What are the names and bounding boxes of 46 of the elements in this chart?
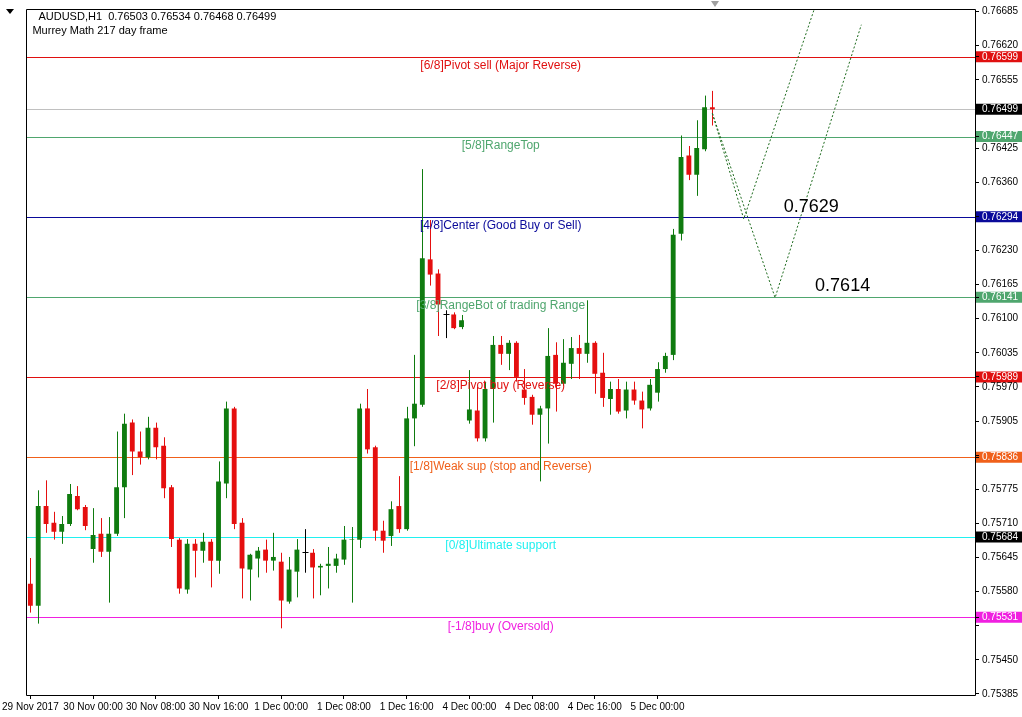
y-tick-label: 0.75775 — [982, 483, 1019, 494]
y-tick-label: 0.76230 — [982, 244, 1019, 256]
y-tick-label: 0.76599 — [982, 50, 1019, 62]
y-tick-label: 0.75385 — [982, 687, 1019, 699]
x-tick-label: 1 Dec 00:00 — [254, 700, 309, 712]
y-tick-label: 0.76360 — [982, 175, 1019, 187]
x-tick-label: 4 Dec 00:00 — [442, 700, 497, 712]
x-tick-label: 30 Nov 16:00 — [188, 700, 249, 712]
x-tick-label: 4 Dec 08:00 — [505, 700, 560, 712]
y-tick-label: 0.76425 — [982, 141, 1019, 153]
y-tick-label: 0.75580 — [982, 585, 1019, 597]
y-tick-label: 0.75710 — [982, 517, 1019, 529]
y-tick-label: 0.76035 — [982, 346, 1019, 358]
y-tick-label: 0.75989 — [982, 370, 1019, 382]
x-tick-label: 1 Dec 08:00 — [316, 700, 372, 712]
y-tick-label: 0.76100 — [982, 312, 1019, 324]
x-tick-label: 1 Dec 16:00 — [379, 700, 435, 712]
x-tick-label: 5 Dec 00:00 — [630, 700, 685, 712]
y-tick-label: 0.76620 — [982, 39, 1019, 51]
y-tick-label: 0.76165 — [982, 278, 1019, 290]
y-tick-label: 0.75645 — [982, 551, 1019, 563]
ref-line-label: [1/8]Weak sup (stop and Reverse) — [409, 458, 592, 473]
annotation: 0.7614 — [815, 274, 871, 295]
ref-line-label: [0/8]Ultimate support — [445, 538, 557, 553]
y-tick-label: 0.75905 — [982, 414, 1019, 426]
y-tick-label: 0.76141 — [982, 290, 1019, 302]
ref-line-label: [-1/8]buy (Oversold) — [447, 618, 554, 633]
y-tick-label: 0.75531 — [982, 611, 1019, 623]
x-tick-label: 4 Dec 16:00 — [567, 700, 623, 712]
y-tick-label: 0.76447 — [982, 130, 1019, 142]
ref-line-label: [5/8]RangeTop — [461, 137, 541, 152]
y-tick-label: 0.76555 — [982, 73, 1019, 85]
x-tick-label: 30 Nov 00:00 — [63, 700, 124, 712]
chart-title: AUDUSD,H1 0.76503 0.76534 0.76468 0.76499 — [38, 9, 277, 22]
x-tick-label: 29 Nov 2017 — [2, 700, 60, 712]
y-tick-label: 0.75684 — [982, 530, 1019, 542]
y-tick-label: 0.76685 — [982, 5, 1019, 17]
y-tick-label: 0.75970 — [982, 380, 1019, 392]
x-tick-label: 30 Nov 08:00 — [126, 700, 186, 712]
annotation: 0.7629 — [783, 195, 839, 216]
y-tick-label: 0.76499 — [982, 103, 1019, 114]
y-tick-label: 0.76294 — [982, 210, 1019, 222]
y-tick-label: 0.75836 — [982, 450, 1019, 462]
text: Murrey Math 217 day frame — [32, 23, 168, 36]
ref-line-label: [6/8]Pivot sell (Major Reverse) — [420, 58, 582, 73]
y-tick-label: 0.75450 — [982, 653, 1019, 665]
